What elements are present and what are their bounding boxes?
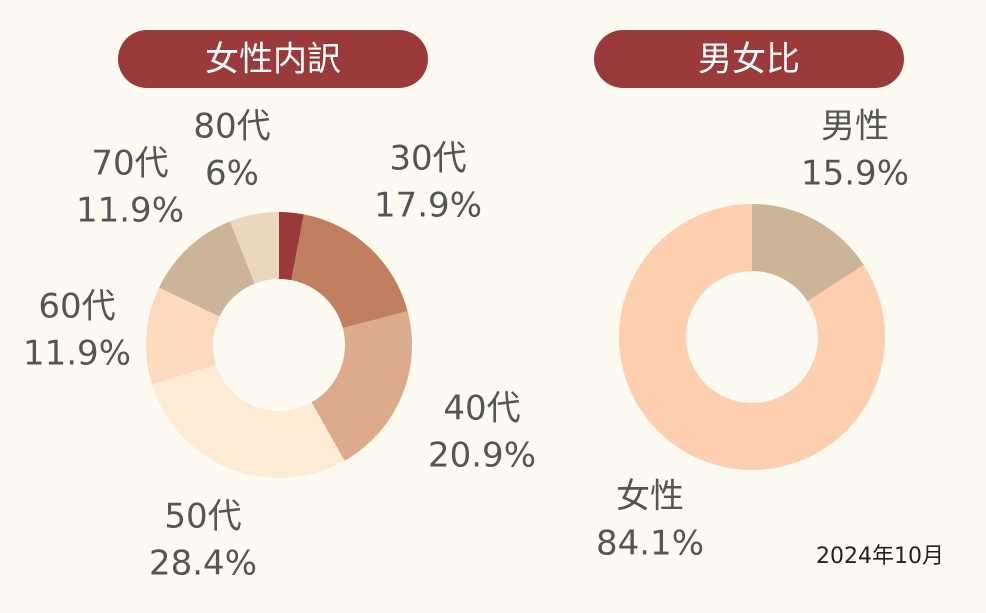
donut-slice [752, 204, 864, 302]
title-pill [118, 30, 428, 88]
slice-value-label: 11.9% [23, 334, 131, 374]
donut-slice [230, 212, 279, 284]
slice-value-label: 15.9% [801, 154, 909, 194]
slice-category: 男性 [821, 107, 889, 147]
footnote: 2024年10月 [816, 544, 944, 569]
slice-category: 女性 [616, 477, 684, 517]
slice-category: 70代 [91, 144, 168, 184]
donut-slice [152, 364, 345, 478]
slice-category: 60代 [38, 287, 115, 327]
slice-value-label: 11.9% [76, 191, 184, 231]
chart-title: 男女比 [698, 40, 800, 80]
slice-value-label: 84.1% [596, 524, 704, 564]
donut-slice [159, 221, 255, 317]
donut-slice [311, 311, 412, 461]
slice-value-label: 17.9% [374, 186, 482, 226]
donut-slice [291, 214, 408, 329]
slice-category: 30代 [389, 139, 466, 179]
slice-category: 80代 [193, 107, 270, 147]
slice-value-label: 28.4% [149, 544, 257, 584]
slice-value-label: 6% [205, 154, 259, 194]
donut-slice [279, 212, 304, 281]
slice-category: 40代 [443, 389, 520, 429]
title-pill [594, 30, 904, 88]
chart-title: 女性内訳 [205, 40, 341, 80]
donut-slice [146, 287, 220, 385]
slice-category: 50代 [164, 497, 241, 537]
donut-slice [618, 204, 885, 470]
slice-value-label: 20.9% [428, 436, 536, 476]
